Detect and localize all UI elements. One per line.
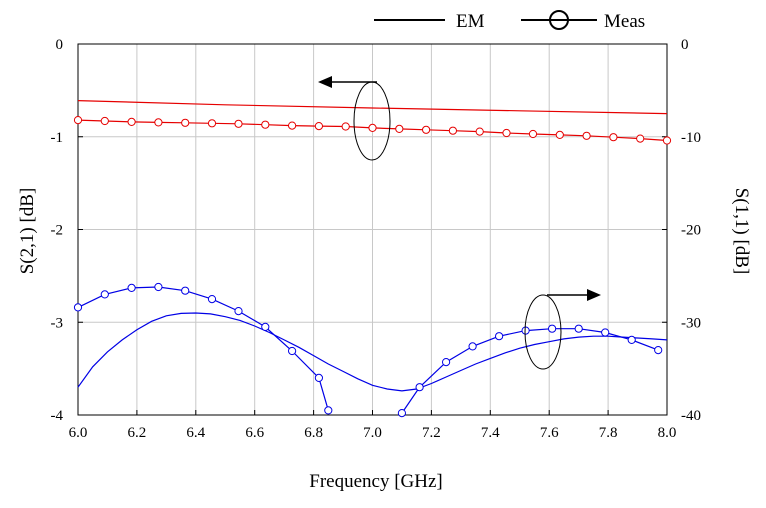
s11-meas-point: [601, 328, 610, 337]
s11-meas-point: [127, 283, 136, 292]
s11-ellipse: [524, 294, 562, 370]
y-right-tick-label: -20: [681, 223, 701, 239]
s11-meas-point: [324, 406, 333, 415]
s11-meas-point: [73, 303, 83, 312]
s21-annotation: [318, 76, 391, 161]
s11-meas-point: [234, 307, 243, 316]
y-axis-left-label: S(2,1) [dB]: [17, 188, 38, 275]
s21-meas-point: [154, 118, 163, 127]
y-left-tick-label: -1: [51, 130, 64, 146]
y-right-tick-label: -40: [681, 408, 701, 424]
s21-meas-point: [528, 129, 538, 139]
s21-meas-point: [609, 133, 618, 142]
s11-meas-point: [468, 342, 477, 351]
x-tick-label: 8.0: [658, 425, 677, 441]
x-axis-label: Frequency [GHz]: [309, 471, 442, 492]
s21-meas-point: [100, 116, 109, 126]
y-left-tick-label: -4: [51, 408, 64, 424]
s11-meas-point: [521, 326, 530, 335]
s11-meas-point: [397, 409, 406, 418]
x-tick-label: 6.0: [69, 425, 88, 441]
s11-em-line: [77, 312, 668, 392]
s21-meas-point: [73, 116, 83, 125]
y-left-tick-label: 0: [56, 37, 64, 53]
s21-meas-point: [234, 119, 243, 128]
s21-meas-point: [368, 123, 377, 133]
s11-meas-point: [181, 286, 190, 295]
series-group: [73, 100, 672, 418]
x-tick-label: 7.6: [540, 425, 559, 441]
s21-meas-point: [475, 127, 484, 136]
s11-meas-point: [415, 383, 424, 392]
left-arrow-icon: [318, 76, 332, 88]
s11-meas-point: [154, 282, 163, 292]
s21-meas-point: [127, 117, 136, 127]
s11-meas-point: [654, 346, 663, 355]
legend-meas-label: Meas: [604, 11, 645, 32]
s11-meas-point: [574, 324, 583, 333]
s21-meas-point: [636, 134, 645, 143]
y-axis-right-label: S(1,1) [dB]: [731, 188, 752, 275]
x-tick-label: 7.8: [599, 425, 618, 441]
s21-meas-point: [448, 126, 457, 135]
y-left-tick-label: -3: [51, 315, 64, 331]
s21-meas-point: [555, 130, 564, 139]
x-tick-label: 6.6: [245, 425, 264, 441]
s21-em-line: [77, 100, 668, 115]
right-arrow-icon: [587, 289, 601, 301]
y-right-tick-label: -30: [681, 315, 701, 331]
s11-meas-point: [314, 373, 323, 382]
y-right-tick-label: 0: [681, 37, 689, 53]
s21-meas-point: [395, 124, 404, 133]
axis-ticks: 6.0 6.2 6.4 6.6 6.8 7.0 7.2 7.4 7.6 7.8 8.0 0 -1 -2 -3…: [51, 37, 702, 441]
legend-em-label: EM: [456, 11, 485, 32]
s21-meas-point: [207, 119, 217, 128]
s21-meas-point: [314, 122, 323, 131]
x-tick-label: 7.0: [363, 425, 382, 441]
s11-meas-point: [442, 358, 451, 367]
y-right-tick-label: -10: [681, 130, 701, 146]
s21-meas-point: [261, 120, 270, 129]
legend: EM Meas: [374, 10, 645, 32]
s11-meas-point: [627, 335, 636, 344]
s11-meas-point: [288, 346, 297, 356]
x-tick-label: 6.8: [304, 425, 323, 441]
x-tick-label: 6.2: [128, 425, 147, 441]
s21-meas-point: [582, 131, 591, 140]
x-tick-label: 7.4: [481, 425, 500, 441]
x-tick-label: 6.4: [186, 425, 205, 441]
s21-meas-point: [662, 136, 672, 145]
s11-meas-point: [207, 295, 217, 304]
s21-meas-point: [181, 118, 190, 127]
s11-annotation: [524, 289, 601, 370]
s21-meas-point: [422, 125, 431, 134]
s21-meas-point: [502, 128, 511, 138]
x-tick-label: 7.2: [422, 425, 441, 441]
s21-meas-point: [288, 121, 297, 130]
s11-meas-point: [100, 290, 109, 299]
s11-meas-point: [261, 322, 270, 331]
s21-meas-point: [341, 122, 350, 131]
s11-meas-point: [548, 324, 557, 333]
s11-meas-point: [495, 332, 504, 341]
legend-meas-circle-icon: [549, 10, 569, 30]
y-left-tick-label: -2: [51, 223, 64, 239]
